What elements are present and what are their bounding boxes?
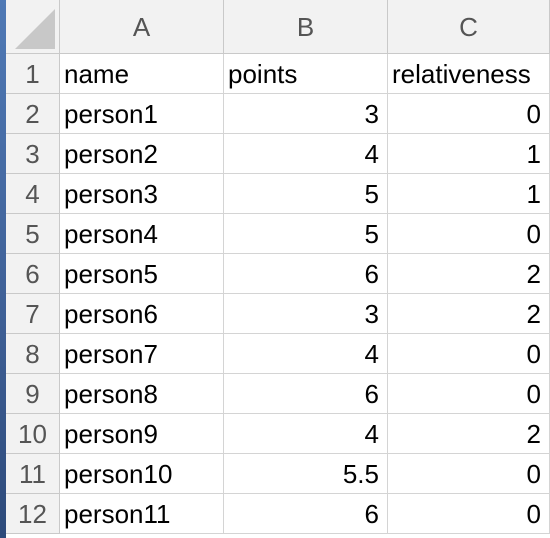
cell-name[interactable]: person2 bbox=[60, 134, 224, 174]
cell-relativeness[interactable]: 2 bbox=[388, 294, 550, 334]
cell-name[interactable]: person1 bbox=[60, 94, 224, 134]
row-header[interactable]: 7 bbox=[6, 294, 60, 334]
cell-relativeness[interactable]: 0 bbox=[388, 454, 550, 494]
cell-name[interactable]: person9 bbox=[60, 414, 224, 454]
row-header[interactable]: 6 bbox=[6, 254, 60, 294]
row-header[interactable]: 12 bbox=[6, 494, 60, 534]
row-header[interactable]: 4 bbox=[6, 174, 60, 214]
cell-relativeness[interactable]: 0 bbox=[388, 494, 550, 534]
row-header[interactable]: 2 bbox=[6, 94, 60, 134]
cell-points[interactable]: 5 bbox=[224, 214, 388, 254]
column-header-b[interactable]: B bbox=[224, 0, 388, 54]
column-header-c[interactable]: C bbox=[388, 0, 550, 54]
cell-name[interactable]: person6 bbox=[60, 294, 224, 334]
cell-points[interactable]: 6 bbox=[224, 494, 388, 534]
row-header[interactable]: 11 bbox=[6, 454, 60, 494]
cell-relativeness[interactable]: 2 bbox=[388, 254, 550, 294]
row-header[interactable]: 10 bbox=[6, 414, 60, 454]
cell-points[interactable]: 6 bbox=[224, 374, 388, 414]
cell-points[interactable]: 6 bbox=[224, 254, 388, 294]
select-all-triangle-icon bbox=[15, 9, 55, 49]
cell-points[interactable]: 5.5 bbox=[224, 454, 388, 494]
cell-relativeness[interactable]: relativeness bbox=[388, 54, 550, 94]
cell-name[interactable]: person4 bbox=[60, 214, 224, 254]
select-all-corner[interactable] bbox=[6, 0, 60, 54]
column-header-a[interactable]: A bbox=[60, 0, 224, 54]
spreadsheet-grid: A B C 1 name points relativeness 2 person1 3 0 3… bbox=[6, 0, 550, 534]
cell-relativeness[interactable]: 1 bbox=[388, 134, 550, 174]
desktop-edge bbox=[0, 0, 6, 538]
cell-name[interactable]: name bbox=[60, 54, 224, 94]
cell-points[interactable]: points bbox=[224, 54, 388, 94]
cell-points[interactable]: 5 bbox=[224, 174, 388, 214]
cell-relativeness[interactable]: 0 bbox=[388, 214, 550, 254]
row-header[interactable]: 5 bbox=[6, 214, 60, 254]
cell-relativeness[interactable]: 2 bbox=[388, 414, 550, 454]
cell-name[interactable]: person7 bbox=[60, 334, 224, 374]
cell-points[interactable]: 3 bbox=[224, 94, 388, 134]
cell-name[interactable]: person5 bbox=[60, 254, 224, 294]
cell-relativeness[interactable]: 0 bbox=[388, 94, 550, 134]
cell-points[interactable]: 4 bbox=[224, 134, 388, 174]
cell-points[interactable]: 4 bbox=[224, 334, 388, 374]
row-header[interactable]: 3 bbox=[6, 134, 60, 174]
cell-name[interactable]: person3 bbox=[60, 174, 224, 214]
cell-relativeness[interactable]: 1 bbox=[388, 174, 550, 214]
row-header[interactable]: 1 bbox=[6, 54, 60, 94]
row-header[interactable]: 8 bbox=[6, 334, 60, 374]
cell-points[interactable]: 4 bbox=[224, 414, 388, 454]
cell-name[interactable]: person11 bbox=[60, 494, 224, 534]
cell-relativeness[interactable]: 0 bbox=[388, 334, 550, 374]
cell-name[interactable]: person10 bbox=[60, 454, 224, 494]
row-header[interactable]: 9 bbox=[6, 374, 60, 414]
cell-name[interactable]: person8 bbox=[60, 374, 224, 414]
cell-relativeness[interactable]: 0 bbox=[388, 374, 550, 414]
cell-points[interactable]: 3 bbox=[224, 294, 388, 334]
